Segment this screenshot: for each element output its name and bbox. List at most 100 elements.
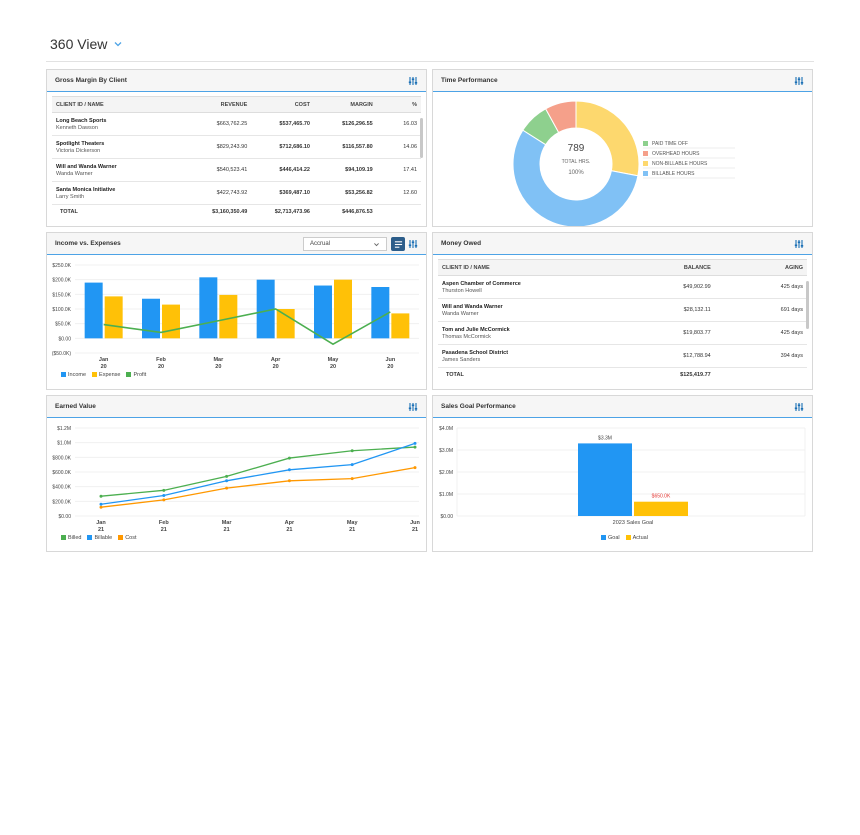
expense-bar	[219, 294, 238, 339]
cost-point	[350, 477, 354, 481]
total-revenue: $3,160,350.49	[192, 204, 252, 219]
col-header[interactable]: BALANCE	[604, 259, 715, 276]
x-tick-label: May	[347, 520, 359, 526]
col-header[interactable]: MARGIN	[313, 96, 377, 113]
chevron-down-icon[interactable]	[113, 39, 123, 49]
client-name: Will and Wanda Warner	[56, 163, 117, 170]
legend-swatch	[643, 141, 648, 146]
table-row[interactable]: Santa Monica Initiative Larry Smith $422,…	[52, 181, 421, 205]
billable-line	[100, 442, 416, 505]
revenue-cell: $540,523.41	[192, 158, 252, 182]
time-performance-panel: Time Performance 789 TOTAL HRS. 100% PAID T…	[432, 69, 813, 227]
y-tick-label: $400.0K	[52, 485, 71, 491]
legend-item[interactable]: Cost	[118, 535, 137, 541]
x-tick-label: Jun	[410, 520, 420, 526]
y-tick-label: $3.0M	[439, 448, 453, 454]
col-header[interactable]: %	[376, 96, 421, 113]
table-row[interactable]: Will and Wanda Warner Wanda Warner $28,13…	[438, 298, 807, 322]
cost-cell: $712,686.10	[251, 135, 314, 159]
settings-sliders-icon[interactable]	[794, 402, 804, 412]
legend-item[interactable]: Expense	[92, 372, 120, 378]
x-tick-label: 20	[330, 364, 336, 370]
x-tick-label: Apr	[271, 357, 281, 363]
total-row: TOTAL $3,160,350.49 $2,713,473.96 $446,8…	[52, 204, 421, 219]
x-tick-label: Mar	[222, 520, 233, 526]
panel-title: Money Owed	[441, 240, 482, 247]
data-label: $650.0K	[652, 494, 671, 500]
billed-point	[413, 445, 417, 449]
center-pct: 100%	[568, 170, 584, 176]
table-row[interactable]: Will and Wanda Warner Wanda Warner $540,5…	[52, 158, 421, 182]
y-tick-label: $100.0K	[52, 307, 71, 313]
billed-point	[287, 456, 291, 460]
cost-point	[225, 486, 229, 490]
settings-sliders-icon[interactable]	[794, 76, 804, 86]
col-header[interactable]: COST	[251, 96, 314, 113]
legend-label: NON-BILLABLE HOURS	[652, 161, 708, 167]
legend-item[interactable]: Goal	[601, 535, 620, 541]
panel-title: Income vs. Expenses	[55, 240, 121, 247]
legend-swatch	[643, 171, 648, 176]
legend-item[interactable]: Billed	[61, 535, 81, 541]
chart-legend: Billed Billable Cost	[61, 535, 137, 541]
table-row[interactable]: Spotlight Theaters Victoria Dickerson $82…	[52, 135, 421, 159]
col-header[interactable]: REVENUE	[192, 96, 252, 113]
total-cost: $2,713,473.96	[251, 204, 314, 219]
y-tick-label: $1.0M	[439, 492, 453, 498]
accounting-basis-select[interactable]: Accrual	[303, 237, 387, 251]
y-tick-label: $0.00	[440, 514, 453, 520]
legend-label: PAID TIME OFF	[652, 141, 688, 147]
legend-item[interactable]: Actual	[625, 535, 648, 541]
settings-sliders-icon[interactable]	[408, 402, 418, 412]
scrollbar[interactable]	[806, 281, 809, 329]
table-row[interactable]: Tom and Julie McCormick Thomas McCormick …	[438, 321, 807, 345]
pct-cell: 17.41	[376, 158, 421, 182]
legend-swatch	[643, 161, 648, 166]
settings-sliders-icon[interactable]	[408, 239, 418, 249]
y-tick-label: $4.0M	[439, 426, 453, 432]
center-label: TOTAL HRS.	[562, 159, 591, 165]
x-tick-label: 20	[215, 364, 221, 370]
x-tick-label: May	[328, 357, 340, 363]
col-header[interactable]: CLIENT ID / NAME	[52, 96, 193, 113]
expense-bar	[391, 313, 410, 339]
table-row[interactable]: Long Beach Sports Kenneth Dawson $663,762…	[52, 112, 421, 136]
billed-point	[350, 449, 354, 453]
balance-cell: $12,788.94	[604, 344, 715, 368]
legend-item[interactable]: Profit	[126, 372, 146, 378]
legend-item[interactable]: Billable	[87, 535, 112, 541]
billed-point	[99, 494, 103, 498]
revenue-cell: $829,243.90	[192, 135, 252, 159]
scrollbar[interactable]	[420, 118, 423, 158]
table-row[interactable]: Pasadena School District James Sanders $1…	[438, 344, 807, 368]
header-divider	[46, 61, 814, 62]
x-tick-label: Jun	[385, 357, 395, 363]
aging-cell: 425 days	[714, 321, 807, 345]
income-bar	[199, 277, 218, 339]
aging-cell: 691 days	[714, 298, 807, 322]
chart-view-toggle[interactable]	[391, 237, 405, 251]
settings-sliders-icon[interactable]	[408, 76, 418, 86]
col-header[interactable]: AGING	[714, 259, 807, 276]
cost-point	[162, 498, 166, 502]
aging-cell: 394 days	[714, 344, 807, 368]
pct-cell: 14.06	[376, 135, 421, 159]
list-view-icon	[394, 240, 402, 248]
settings-sliders-icon[interactable]	[794, 239, 804, 249]
income-bar	[142, 298, 160, 339]
x-tick-label: Jan	[99, 357, 109, 363]
x-tick-label: 20	[387, 364, 393, 370]
client-contact: Kenneth Dawson	[56, 124, 98, 131]
balance-cell: $28,132.11	[604, 298, 715, 322]
legend-item[interactable]: Income	[61, 372, 86, 378]
y-tick-label: $0.00	[58, 514, 71, 520]
profit-line	[103, 308, 391, 346]
x-tick-label: 21	[349, 527, 355, 533]
table-row[interactable]: Aspen Chamber of Commerce Thurston Howell…	[438, 275, 807, 299]
page-header[interactable]: 360 View	[50, 36, 123, 52]
sales-goal-chart: $4.0M $3.0M $2.0M $1.0M $0.00 $3.3M $650.0K 202…	[439, 426, 806, 526]
col-header[interactable]: CLIENT ID / NAME	[438, 259, 605, 276]
panel-title: Time Performance	[441, 77, 498, 84]
total-label: TOTAL	[52, 204, 193, 219]
y-tick-label: $150.0K	[52, 292, 71, 298]
